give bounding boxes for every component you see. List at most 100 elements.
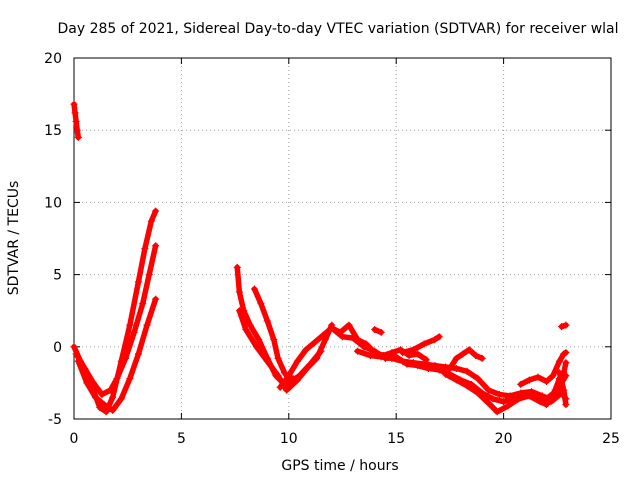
data-point	[107, 386, 115, 394]
data-point	[270, 336, 278, 344]
data-point	[321, 336, 329, 344]
y-axis-label: SDTVAR / TECUs	[6, 181, 22, 296]
data-point	[536, 398, 544, 406]
data-point	[515, 395, 523, 403]
data-point	[463, 382, 471, 390]
data-point	[98, 390, 106, 398]
data-point	[562, 359, 570, 367]
data-point	[555, 357, 563, 365]
data-point	[474, 375, 482, 383]
y-tick-label: 20	[44, 51, 62, 67]
data-point	[366, 351, 374, 359]
data-point	[414, 350, 422, 358]
data-point	[534, 373, 542, 381]
data-point	[109, 393, 117, 401]
series-sat-track-a	[70, 100, 82, 141]
data-point	[549, 372, 557, 380]
data-point	[452, 376, 460, 384]
x-axis-ticks: 0 5 10 15 20 25	[70, 58, 620, 447]
data-point	[388, 354, 396, 362]
data-point	[72, 350, 80, 358]
data-point	[274, 354, 282, 362]
data-point	[74, 357, 82, 365]
data-point	[130, 328, 138, 336]
series-sat-track-g	[250, 285, 325, 385]
data-point	[435, 333, 443, 341]
series-line	[447, 346, 485, 372]
data-point	[70, 343, 78, 351]
data-point	[562, 401, 570, 409]
x-tick-label: 25	[602, 431, 620, 447]
data-point	[489, 395, 497, 403]
data-point	[126, 321, 134, 329]
data-point	[145, 271, 153, 279]
data-point	[555, 369, 563, 377]
data-point	[345, 321, 353, 329]
series-line	[251, 286, 324, 385]
data-point	[152, 295, 160, 303]
y-axis-ticks: -5 0 5 10 15 20	[44, 51, 611, 428]
data-point	[452, 354, 460, 362]
data-point	[122, 354, 130, 362]
data-point	[562, 321, 570, 329]
data-point	[235, 288, 243, 296]
data-point	[485, 386, 493, 394]
data-point	[306, 360, 314, 368]
data-point	[72, 118, 80, 126]
data-point	[283, 386, 291, 394]
data-series	[70, 100, 570, 416]
y-tick-label: 15	[44, 123, 62, 139]
data-point	[100, 401, 108, 409]
data-point	[147, 217, 155, 225]
data-point	[377, 328, 385, 336]
data-point	[420, 360, 428, 368]
data-point	[339, 333, 346, 341]
data-point	[528, 388, 536, 396]
data-point	[152, 242, 160, 250]
data-point	[543, 401, 551, 409]
data-point	[493, 408, 501, 416]
data-point	[495, 390, 503, 398]
series-sat-track-r	[558, 321, 570, 331]
data-point	[431, 336, 439, 344]
data-point	[139, 299, 147, 307]
data-point	[91, 393, 99, 401]
y-tick-label: 10	[44, 195, 62, 211]
data-point	[74, 133, 82, 141]
data-point	[250, 285, 258, 293]
data-point	[409, 346, 417, 354]
data-point	[543, 377, 551, 385]
data-point	[83, 379, 91, 387]
data-point	[360, 343, 368, 351]
series-sat-track-c	[72, 242, 160, 398]
data-point	[70, 100, 78, 108]
data-point	[560, 386, 568, 394]
data-point	[255, 336, 263, 344]
data-point	[399, 357, 407, 365]
data-point	[551, 386, 559, 394]
data-point	[302, 346, 310, 354]
data-point	[246, 321, 254, 329]
data-point	[233, 263, 241, 271]
x-tick-label: 20	[495, 431, 513, 447]
data-point	[281, 369, 289, 377]
y-tick-label: 0	[53, 340, 62, 356]
data-point	[409, 359, 417, 367]
plot-frame	[73, 57, 612, 420]
data-point	[287, 377, 295, 385]
data-point	[293, 357, 301, 365]
x-tick-label: 10	[280, 431, 298, 447]
data-point	[276, 383, 284, 391]
data-point	[253, 343, 261, 351]
data-point	[311, 338, 319, 346]
data-point	[517, 389, 525, 397]
data-point	[500, 398, 508, 406]
data-point	[558, 323, 566, 331]
data-point	[134, 350, 142, 358]
data-point	[547, 398, 555, 406]
series-sat-track-k	[371, 325, 385, 336]
x-tick-label: 5	[177, 431, 186, 447]
data-point	[517, 380, 525, 388]
data-point	[474, 389, 482, 397]
